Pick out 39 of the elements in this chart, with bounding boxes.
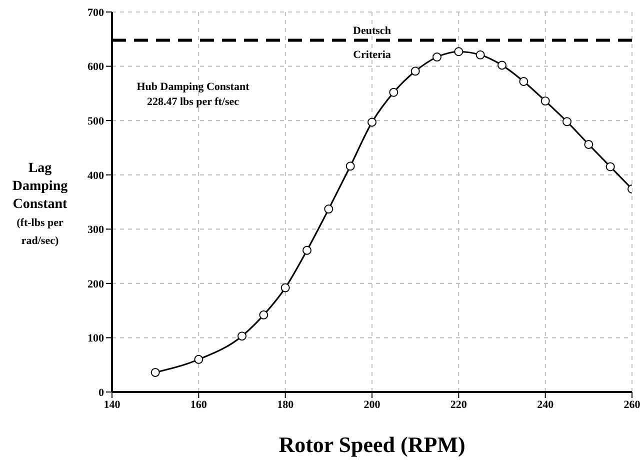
point	[368, 118, 376, 127]
x-tick-label: 200	[364, 398, 381, 411]
x-tick-label: 220	[450, 398, 468, 411]
point	[476, 50, 485, 60]
point	[498, 60, 506, 70]
point	[194, 354, 204, 364]
y-axis-title: Lag Damping Constant (ft-lbs per rad/sec)	[12, 161, 68, 247]
y-tick-label: 300	[88, 224, 104, 236]
y-tick-label: 400	[88, 170, 104, 182]
annotation: Hub Damping Constant 228.47 lbs per ft/sec	[136, 80, 250, 110]
point	[150, 368, 160, 377]
x-tick-label: 140	[104, 398, 121, 411]
point	[238, 332, 246, 341]
y-tick-label: 100	[88, 332, 104, 345]
point	[302, 246, 312, 255]
y-tick-label: 200	[88, 278, 104, 290]
point	[454, 47, 464, 56]
point	[432, 52, 442, 62]
point	[259, 310, 268, 320]
y-tick-label: 700	[88, 6, 104, 19]
point	[346, 162, 355, 171]
point	[540, 96, 550, 106]
point	[562, 117, 572, 126]
x-tick-label: 180	[277, 398, 294, 411]
point	[519, 76, 528, 86]
x-tick-label: 160	[190, 398, 208, 411]
ref-line-label: Deutsch Criteria	[353, 25, 392, 62]
y-tick-label: 500	[88, 115, 104, 128]
x-tick-label: 240	[537, 398, 554, 411]
point	[584, 140, 594, 149]
point	[389, 88, 398, 97]
x-tick-label: 260	[624, 398, 641, 411]
point	[410, 66, 420, 76]
x-axis-title: Rotor Speed (RPM)	[278, 432, 466, 457]
point	[280, 283, 290, 292]
y-tick-label: 0	[98, 386, 104, 399]
y-tick-label: 600	[88, 61, 104, 74]
point	[606, 162, 615, 172]
point	[324, 204, 334, 214]
